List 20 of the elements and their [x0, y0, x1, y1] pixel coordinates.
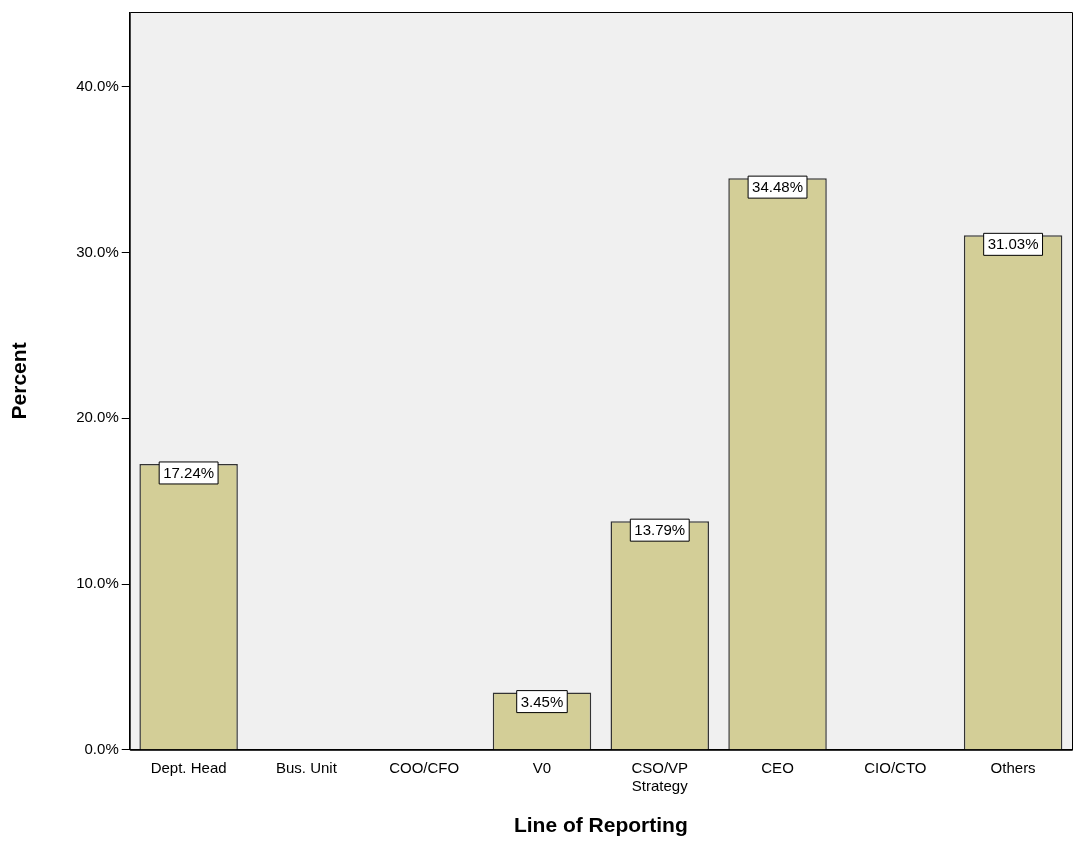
data-label: 3.45%: [520, 692, 564, 710]
x-axis-title: Line of Reporting: [513, 813, 688, 837]
x-tick-label: V0: [532, 758, 552, 776]
x-tick-label: CEO: [761, 758, 794, 776]
x-tick-label: COO/CFO: [389, 758, 460, 776]
x-tick-label: Bus. Unit: [275, 758, 338, 776]
x-tick-label: Dept. Head: [150, 758, 227, 776]
data-label: 17.24%: [163, 464, 215, 482]
y-tick-label: 40.0%: [76, 76, 119, 94]
data-label: 34.48%: [752, 178, 803, 196]
y-axis-title: Percent: [7, 342, 31, 420]
y-tick-label: 0.0%: [84, 739, 119, 757]
data-label: 31.03%: [987, 235, 1039, 253]
y-tick-label: 30.0%: [76, 242, 119, 260]
x-tick-label: CIO/CTO: [864, 758, 927, 776]
y-tick-label: 10.0%: [76, 574, 119, 592]
data-label: 13.79%: [634, 521, 686, 539]
x-tick-label: Others: [990, 758, 1036, 776]
x-tick-label: CSO/VP Strategy: [631, 758, 689, 794]
y-tick-label: 20.0%: [76, 408, 119, 426]
